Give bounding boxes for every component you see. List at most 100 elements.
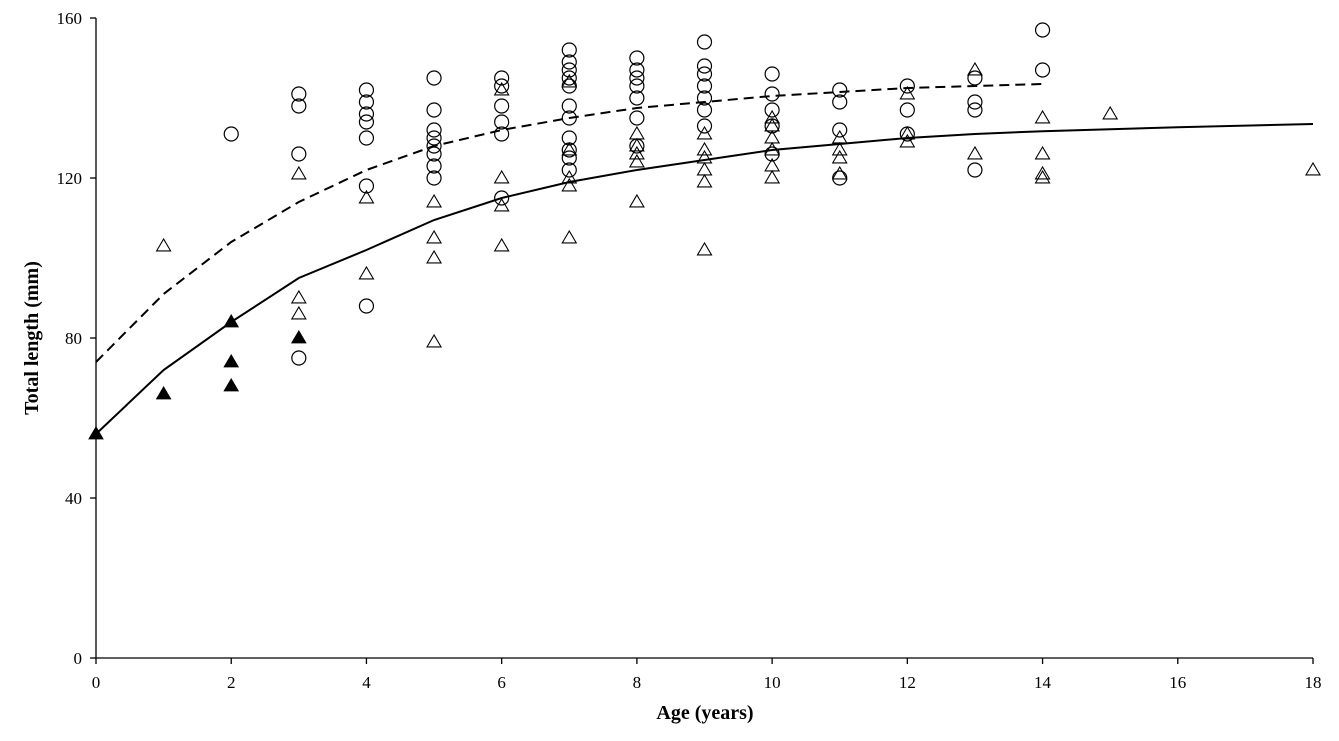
open-triangle-point — [561, 177, 578, 192]
open-circle-point — [561, 162, 577, 178]
open-triangle-point — [831, 141, 848, 156]
open-triangle-point — [696, 241, 713, 256]
open-triangle-point — [831, 149, 848, 164]
open-circle-point — [1034, 22, 1051, 38]
open-circle-point — [832, 82, 848, 98]
open-triangle-point — [899, 133, 916, 148]
open-circle-point — [358, 114, 375, 130]
open-circle-point — [629, 70, 645, 86]
open-circle-point — [629, 50, 645, 66]
open-circle-point — [426, 146, 442, 162]
x-tick-label: 8 — [633, 673, 642, 692]
open-triangle-point — [966, 61, 983, 76]
y-tick-label: 0 — [74, 649, 83, 668]
y-axis-title: Total length (mm) — [21, 261, 43, 415]
open-triangle-point — [764, 141, 781, 156]
open-circle-point — [967, 94, 983, 110]
filled-triangle-point — [223, 354, 240, 368]
open-circle-point — [358, 82, 375, 98]
open-circle-point — [291, 146, 307, 162]
open-circle-point — [291, 86, 307, 102]
open-circle-point — [967, 102, 983, 118]
open-circle-point — [494, 126, 510, 142]
open-circle-point — [358, 130, 375, 146]
open-triangle-point — [696, 125, 713, 140]
open-triangle-point — [493, 81, 510, 96]
open-circle-point — [832, 122, 848, 138]
open-triangle-point — [561, 169, 578, 184]
open-triangle-point — [1305, 161, 1321, 176]
filled-triangle-point — [223, 378, 240, 392]
x-tick-label: 0 — [92, 673, 101, 692]
open-triangle-point — [493, 237, 510, 252]
open-circle-point — [561, 130, 577, 146]
open-circle-point — [696, 78, 713, 94]
open-circle-point — [696, 66, 713, 82]
open-circle-point — [426, 102, 442, 118]
open-circle-point — [358, 106, 375, 122]
x-tick-label: 18 — [1305, 673, 1322, 692]
dashed-growth-curve — [95, 83, 1043, 363]
x-tick-label: 16 — [1169, 673, 1186, 692]
open-triangle-point — [966, 145, 983, 160]
axes — [90, 17, 1314, 664]
open-circle-point — [832, 170, 848, 186]
open-circle-point — [1034, 62, 1051, 78]
open-triangle-point — [290, 165, 307, 180]
y-tick-label: 120 — [57, 169, 83, 188]
open-circle-point — [696, 102, 713, 118]
open-triangle-point — [696, 141, 713, 156]
open-circle-point — [696, 58, 713, 74]
open-triangle-point — [831, 165, 848, 180]
open-triangle-point — [696, 173, 713, 188]
open-triangle-point — [696, 161, 713, 176]
open-triangle-point — [493, 169, 510, 184]
open-triangle-point — [1034, 165, 1051, 180]
open-circle-point — [561, 42, 577, 58]
open-circle-point — [696, 90, 713, 106]
open-triangle-point — [493, 197, 510, 212]
open-circle-point — [494, 190, 510, 206]
open-circle-point — [291, 98, 307, 114]
open-triangle-point — [358, 265, 375, 280]
open-circle-point — [426, 122, 442, 138]
open-triangle-point — [628, 137, 645, 152]
open-circle-point — [696, 118, 713, 134]
open-triangle-point — [899, 85, 916, 100]
filled-triangle-point — [290, 330, 307, 344]
open-circle-point — [561, 98, 577, 114]
open-triangle-point — [426, 333, 443, 348]
open-circle-point — [629, 78, 645, 94]
open-triangle-point — [358, 189, 375, 204]
y-tick-label: 40 — [65, 489, 82, 508]
open-triangle-point — [561, 229, 578, 244]
open-circle-point — [629, 62, 645, 78]
open-circle-point — [899, 78, 915, 94]
open-circle-point — [426, 138, 442, 154]
open-triangle-point — [1034, 169, 1051, 184]
open-triangle-point — [426, 249, 443, 264]
open-triangle-point — [426, 229, 443, 244]
open-triangle-point — [628, 193, 645, 208]
open-circle-point — [561, 54, 577, 70]
open-circle-point — [696, 34, 713, 50]
open-triangle-point — [764, 109, 781, 124]
open-triangle-point — [899, 125, 916, 140]
x-tick-label: 4 — [362, 673, 371, 692]
open-circle-point — [494, 114, 510, 130]
x-axis-title: Age (years) — [656, 702, 753, 724]
open-triangle-point — [764, 169, 781, 184]
open-circle-point — [561, 70, 577, 86]
x-tick-label: 10 — [764, 673, 781, 692]
open-circle-point — [764, 102, 780, 118]
open-triangle-point — [290, 305, 307, 320]
open-circle-point — [494, 98, 510, 114]
open-circle-point — [629, 110, 645, 126]
open-circle-point — [291, 350, 307, 366]
filled-triangle-point — [223, 314, 240, 328]
open-triangle-point — [628, 145, 645, 160]
open-triangle-point — [561, 73, 578, 88]
open-triangle-point — [628, 125, 645, 140]
open-triangle-point — [290, 289, 307, 304]
